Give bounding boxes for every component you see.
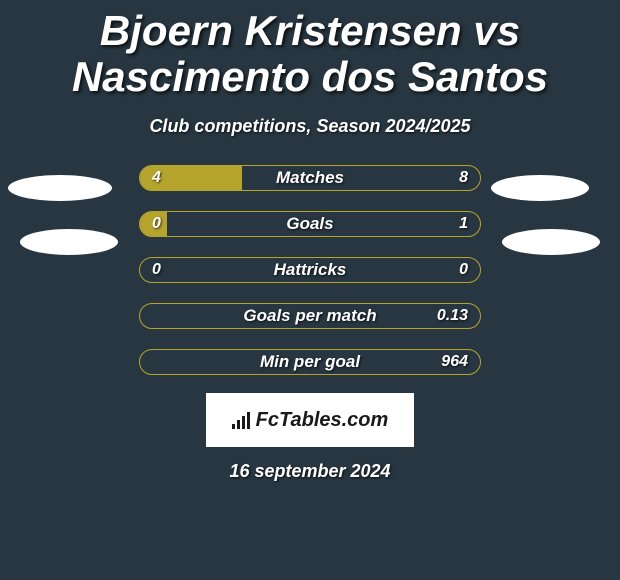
stat-row: Goals per match 0.13 xyxy=(0,303,620,329)
stat-value-right: 8 xyxy=(459,169,468,187)
snapshot-date: 16 september 2024 xyxy=(0,461,620,482)
stat-label: Matches xyxy=(276,168,344,188)
stat-label: Goals xyxy=(286,214,333,234)
comparison-title: Bjoern Kristensen vs Nascimento dos Sant… xyxy=(0,0,620,104)
avatar-ellipse xyxy=(491,175,589,201)
logo-text: FcTables.com xyxy=(256,409,389,432)
stat-value-right: 964 xyxy=(441,353,468,371)
comparison-subtitle: Club competitions, Season 2024/2025 xyxy=(0,116,620,137)
avatar-ellipse xyxy=(8,175,112,201)
stat-row: Min per goal 964 xyxy=(0,349,620,375)
source-logo: FcTables.com xyxy=(206,393,414,447)
stat-value-right: 1 xyxy=(459,215,468,233)
stat-label: Goals per match xyxy=(243,306,376,326)
stat-value-left: 0 xyxy=(152,261,161,279)
stat-bar: Goals per match 0.13 xyxy=(139,303,481,329)
stat-bar: Min per goal 964 xyxy=(139,349,481,375)
stat-value-right: 0.13 xyxy=(437,307,468,325)
avatar-ellipse xyxy=(20,229,118,255)
stat-value-left: 0 xyxy=(152,215,161,233)
stat-label: Min per goal xyxy=(260,352,360,372)
stat-bar: Goals 0 1 xyxy=(139,211,481,237)
stat-value-left: 4 xyxy=(152,169,161,187)
chart-icon xyxy=(232,411,250,429)
stat-value-right: 0 xyxy=(459,261,468,279)
stat-row: Hattricks 0 0 xyxy=(0,257,620,283)
stat-bar: Matches 4 8 xyxy=(139,165,481,191)
stat-label: Hattricks xyxy=(274,260,347,280)
stat-bar: Hattricks 0 0 xyxy=(139,257,481,283)
avatar-ellipse xyxy=(502,229,600,255)
